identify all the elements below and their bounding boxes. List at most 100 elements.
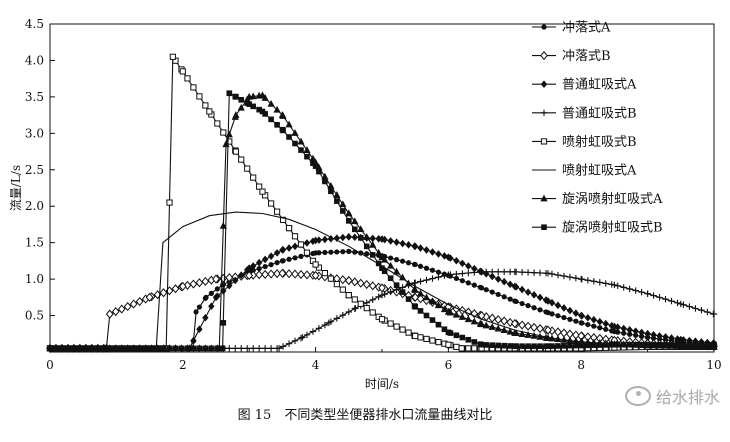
data-point bbox=[47, 345, 53, 352]
data-point bbox=[644, 341, 651, 348]
data-point bbox=[417, 278, 424, 285]
data-point bbox=[531, 305, 537, 311]
data-point bbox=[364, 251, 370, 257]
data-point bbox=[268, 116, 274, 123]
legend-item: 旋涡喷射虹吸式B bbox=[532, 220, 663, 236]
data-point bbox=[169, 53, 176, 60]
y-tick-label: 3.5 bbox=[25, 90, 44, 104]
data-point bbox=[511, 268, 518, 276]
data-point bbox=[524, 321, 532, 331]
data-point bbox=[566, 273, 574, 281]
data-point bbox=[214, 120, 221, 127]
data-point bbox=[387, 320, 394, 327]
data-point bbox=[189, 279, 198, 289]
data-point bbox=[445, 341, 452, 348]
data-point bbox=[310, 160, 316, 167]
data-point bbox=[530, 291, 538, 299]
data-point bbox=[524, 269, 532, 276]
data-point bbox=[412, 304, 418, 310]
data-point bbox=[279, 258, 285, 264]
data-point bbox=[422, 293, 431, 301]
data-point bbox=[441, 252, 448, 260]
data-point bbox=[166, 199, 173, 206]
data-point bbox=[650, 341, 657, 348]
data-point bbox=[488, 323, 496, 330]
data-point bbox=[578, 311, 585, 320]
data-point bbox=[312, 163, 319, 169]
data-point bbox=[351, 226, 358, 233]
data-point bbox=[255, 258, 263, 267]
data-point bbox=[677, 300, 684, 308]
data-point bbox=[117, 304, 126, 314]
data-point bbox=[244, 345, 251, 352]
data-point bbox=[501, 294, 507, 300]
data-point bbox=[479, 285, 485, 291]
data-point bbox=[511, 282, 518, 291]
x-tick-label: 0 bbox=[46, 358, 54, 372]
legend-item: 普通虹吸式B bbox=[532, 106, 637, 121]
data-point bbox=[614, 282, 621, 290]
data-point bbox=[303, 146, 311, 153]
data-point bbox=[506, 327, 514, 335]
data-point bbox=[399, 289, 406, 295]
data-point bbox=[339, 311, 347, 319]
data-point bbox=[246, 101, 252, 107]
data-point bbox=[572, 309, 580, 318]
data-point bbox=[602, 280, 609, 287]
x-tick-label: 10 bbox=[706, 358, 721, 372]
data-point bbox=[363, 305, 370, 312]
data-point bbox=[237, 103, 245, 111]
data-point bbox=[435, 338, 442, 346]
data-point bbox=[148, 345, 155, 352]
data-point bbox=[129, 299, 138, 309]
data-point bbox=[77, 345, 83, 352]
data-point bbox=[369, 252, 376, 258]
legend: 冲落式A 冲落式B 普通虹吸式A 普通虹吸式B 喷射虹吸式B 喷射虹吸式A 旋涡喷射虹吸式A… bbox=[532, 21, 663, 236]
data-point bbox=[536, 323, 544, 334]
data-point bbox=[238, 271, 245, 279]
data-point bbox=[674, 299, 681, 307]
series-2 bbox=[46, 268, 718, 353]
data-point bbox=[412, 242, 419, 251]
data-point bbox=[500, 268, 508, 276]
data-point bbox=[226, 281, 233, 290]
data-point bbox=[620, 284, 627, 291]
data-point bbox=[453, 343, 460, 350]
data-point bbox=[459, 278, 465, 284]
data-point bbox=[375, 248, 383, 256]
data-point bbox=[245, 92, 253, 100]
data-point bbox=[656, 341, 663, 348]
data-point bbox=[500, 326, 508, 334]
data-point bbox=[578, 275, 585, 283]
data-point bbox=[512, 298, 518, 304]
data-point bbox=[704, 341, 711, 348]
data-point bbox=[545, 343, 551, 349]
data-point bbox=[219, 345, 226, 352]
data-point bbox=[711, 341, 717, 348]
x-tick-label: 6 bbox=[445, 358, 453, 372]
y-tick-label: 0.5 bbox=[25, 309, 44, 323]
data-point bbox=[578, 342, 584, 349]
data-point bbox=[65, 345, 71, 352]
data-point bbox=[483, 342, 490, 348]
data-point bbox=[549, 311, 555, 317]
data-point bbox=[511, 329, 519, 336]
data-point bbox=[566, 336, 574, 344]
data-point bbox=[510, 318, 519, 329]
data-point bbox=[423, 276, 430, 284]
data-point bbox=[106, 345, 113, 352]
data-point bbox=[275, 345, 283, 352]
data-point bbox=[573, 342, 579, 349]
data-point bbox=[292, 140, 298, 147]
data-point bbox=[668, 297, 675, 305]
data-point bbox=[561, 343, 567, 349]
watermark-text: 给水排水 bbox=[655, 388, 720, 407]
data-point bbox=[285, 340, 293, 347]
data-point bbox=[184, 75, 191, 82]
y-tick-label: 3.0 bbox=[25, 126, 44, 140]
data-point bbox=[190, 345, 197, 352]
data-point bbox=[393, 323, 400, 330]
data-point bbox=[387, 288, 394, 296]
data-point bbox=[399, 258, 406, 264]
data-point bbox=[309, 154, 317, 162]
